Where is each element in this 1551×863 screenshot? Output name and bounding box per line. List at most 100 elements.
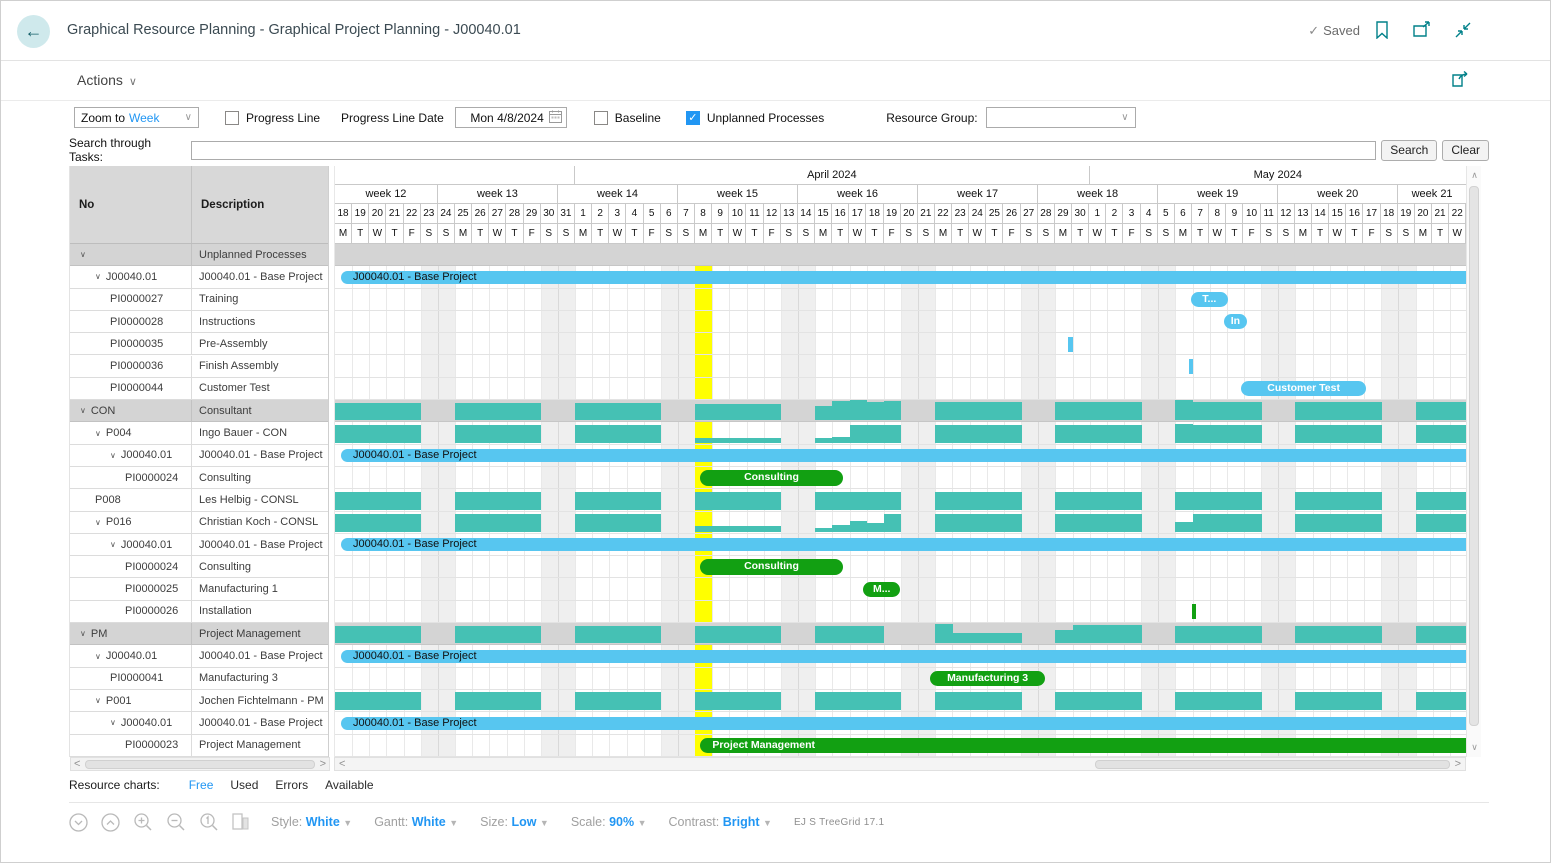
resource-histogram-bar[interactable] [643, 424, 662, 443]
table-row[interactable]: ∨ Unplanned Processes [70, 244, 328, 267]
gantt-row[interactable]: J00040.01 - Base Project [335, 266, 1466, 289]
back-button[interactable]: ← [17, 15, 50, 48]
resource-histogram-bar[interactable] [1055, 402, 1073, 421]
resource-histogram-bar[interactable] [712, 526, 730, 532]
column-header-description[interactable]: Description [201, 198, 265, 211]
resource-histogram-bar[interactable] [763, 404, 782, 421]
resource-histogram-bar[interactable] [1055, 513, 1073, 532]
resource-histogram-bar[interactable] [1106, 491, 1125, 510]
resource-histogram-bar[interactable] [472, 626, 490, 644]
resource-histogram-bar[interactable] [1175, 522, 1194, 532]
table-row[interactable]: ∨ J00040.01 J00040.01 - Base Project [70, 533, 328, 557]
resource-histogram-bar[interactable] [523, 403, 542, 421]
resource-histogram-bar[interactable] [1106, 625, 1125, 644]
resource-histogram-bar[interactable] [1209, 491, 1228, 510]
tree-collapse-icon[interactable]: ∨ [95, 651, 101, 661]
table-row[interactable]: ∨ P016 Christian Koch - CONSL [70, 511, 328, 534]
row-description-cell[interactable]: J00040.01 - Base Project [199, 538, 323, 551]
resource-histogram-bar[interactable] [1244, 491, 1262, 510]
resource-histogram-bar[interactable] [763, 491, 782, 510]
resource-histogram-bar[interactable] [592, 692, 610, 711]
resource-histogram-bar[interactable] [626, 513, 645, 532]
scale-dropdown[interactable]: Scale: 90% ▼ [570, 815, 647, 829]
resource-histogram-bar[interactable] [832, 491, 851, 510]
resource-histogram-bar[interactable] [626, 403, 645, 421]
resource-histogram-bar[interactable] [575, 403, 593, 421]
scroll-down-icon[interactable]: ∨ [1471, 742, 1478, 752]
resource-histogram-bar[interactable] [403, 403, 422, 421]
row-description-cell[interactable]: Jochen Fichtelmann - PM [199, 694, 324, 707]
resource-histogram-bar[interactable] [866, 692, 885, 711]
resource-histogram-bar[interactable] [1192, 402, 1211, 421]
row-no-cell[interactable]: ∨ J00040.01 [70, 645, 192, 667]
resource-histogram-bar[interactable] [746, 437, 765, 443]
resource-histogram-bar[interactable] [969, 633, 988, 644]
resource-histogram-bar[interactable] [386, 513, 405, 532]
tree-collapse-icon[interactable]: ∨ [110, 450, 116, 460]
resource-histogram-bar[interactable] [986, 491, 1005, 510]
resource-histogram-bar[interactable] [506, 513, 525, 532]
table-row[interactable]: PI0000023 Project Management [70, 734, 328, 757]
resource-histogram-bar[interactable] [1295, 692, 1314, 711]
resource-histogram-bar[interactable] [935, 624, 953, 644]
resource-histogram-bar[interactable] [883, 513, 902, 532]
resource-histogram-bar[interactable] [403, 626, 422, 644]
resource-histogram-bar[interactable] [455, 424, 473, 443]
resource-histogram-bar[interactable] [935, 424, 953, 443]
resource-histogram-bar[interactable] [1295, 424, 1314, 443]
resource-histogram-bar[interactable] [1192, 692, 1211, 711]
resource-histogram-bar[interactable] [1072, 692, 1091, 711]
resource-histogram-bar[interactable] [626, 626, 645, 644]
resource-histogram-bar[interactable] [403, 513, 422, 532]
table-row[interactable]: PI0000028 Instructions [70, 310, 328, 334]
resource-histogram-bar[interactable] [986, 692, 1005, 711]
tree-collapse-icon[interactable]: ∨ [95, 428, 101, 438]
gantt-row[interactable]: J00040.01 - Base Project [335, 645, 1466, 668]
resource-histogram-bar[interactable] [455, 513, 473, 532]
gantt-row[interactable]: In [335, 311, 1466, 334]
resource-histogram-bar[interactable] [832, 525, 851, 532]
resource-histogram-bar[interactable] [523, 491, 542, 510]
row-no-cell[interactable]: ∨ J00040.01 [70, 444, 192, 466]
row-no-cell[interactable]: PI0000041 [70, 667, 192, 689]
process-bar[interactable]: Manufacturing 3 [930, 670, 1046, 687]
gantt-row[interactable]: T... [335, 289, 1466, 311]
expand-all-icon[interactable] [101, 812, 120, 832]
resource-histogram-bar[interactable] [609, 424, 628, 443]
row-no-cell[interactable]: PI0000025 [70, 578, 192, 600]
resource-histogram-bar[interactable] [695, 437, 713, 443]
resource-histogram-bar[interactable] [1449, 491, 1466, 510]
resource-histogram-bar[interactable] [369, 513, 387, 532]
row-no-cell[interactable]: PI0000028 [70, 310, 192, 333]
project-summary-bar[interactable]: J00040.01 - Base Project [341, 449, 1466, 463]
resource-histogram-bar[interactable] [952, 402, 971, 421]
resource-histogram-bar[interactable] [1106, 402, 1125, 421]
resource-histogram-bar[interactable] [763, 526, 782, 532]
table-row[interactable]: PI0000025 Manufacturing 1 [70, 578, 328, 601]
row-no-cell[interactable]: PI0000024 [70, 467, 192, 489]
gantt-row[interactable]: Project Management [335, 735, 1466, 757]
resource-histogram-bar[interactable] [1209, 692, 1228, 711]
resource-histogram-bar[interactable] [335, 513, 353, 532]
resource-histogram-bar[interactable] [1415, 513, 1434, 532]
tree-collapse-icon[interactable]: ∨ [110, 540, 116, 550]
resource-histogram-bar[interactable] [1329, 626, 1348, 644]
table-row[interactable]: P008 Les Helbig - CONSL [70, 489, 328, 512]
resource-histogram-bar[interactable] [1175, 626, 1194, 644]
scroll-right-icon[interactable]: > [1454, 758, 1461, 770]
project-summary-bar[interactable]: J00040.01 - Base Project [341, 270, 1466, 284]
resource-histogram-bar[interactable] [1364, 424, 1382, 443]
resource-histogram-bar[interactable] [969, 402, 988, 421]
task-bar[interactable]: T... [1190, 292, 1228, 308]
row-description-cell[interactable]: J00040.01 - Base Project [199, 716, 323, 729]
resource-histogram-bar[interactable] [1089, 513, 1108, 532]
resource-histogram-bar[interactable] [403, 424, 422, 443]
gantt-row[interactable] [335, 422, 1466, 445]
resource-histogram-bar[interactable] [609, 491, 628, 510]
tree-collapse-icon[interactable]: ∨ [95, 517, 101, 527]
resource-histogram-bar[interactable] [523, 626, 542, 644]
row-no-cell[interactable]: ∨ P004 [70, 422, 192, 444]
resource-histogram-bar[interactable] [1055, 491, 1073, 510]
resource-histogram-bar[interactable] [335, 626, 353, 644]
resource-histogram-bar[interactable] [506, 403, 525, 421]
